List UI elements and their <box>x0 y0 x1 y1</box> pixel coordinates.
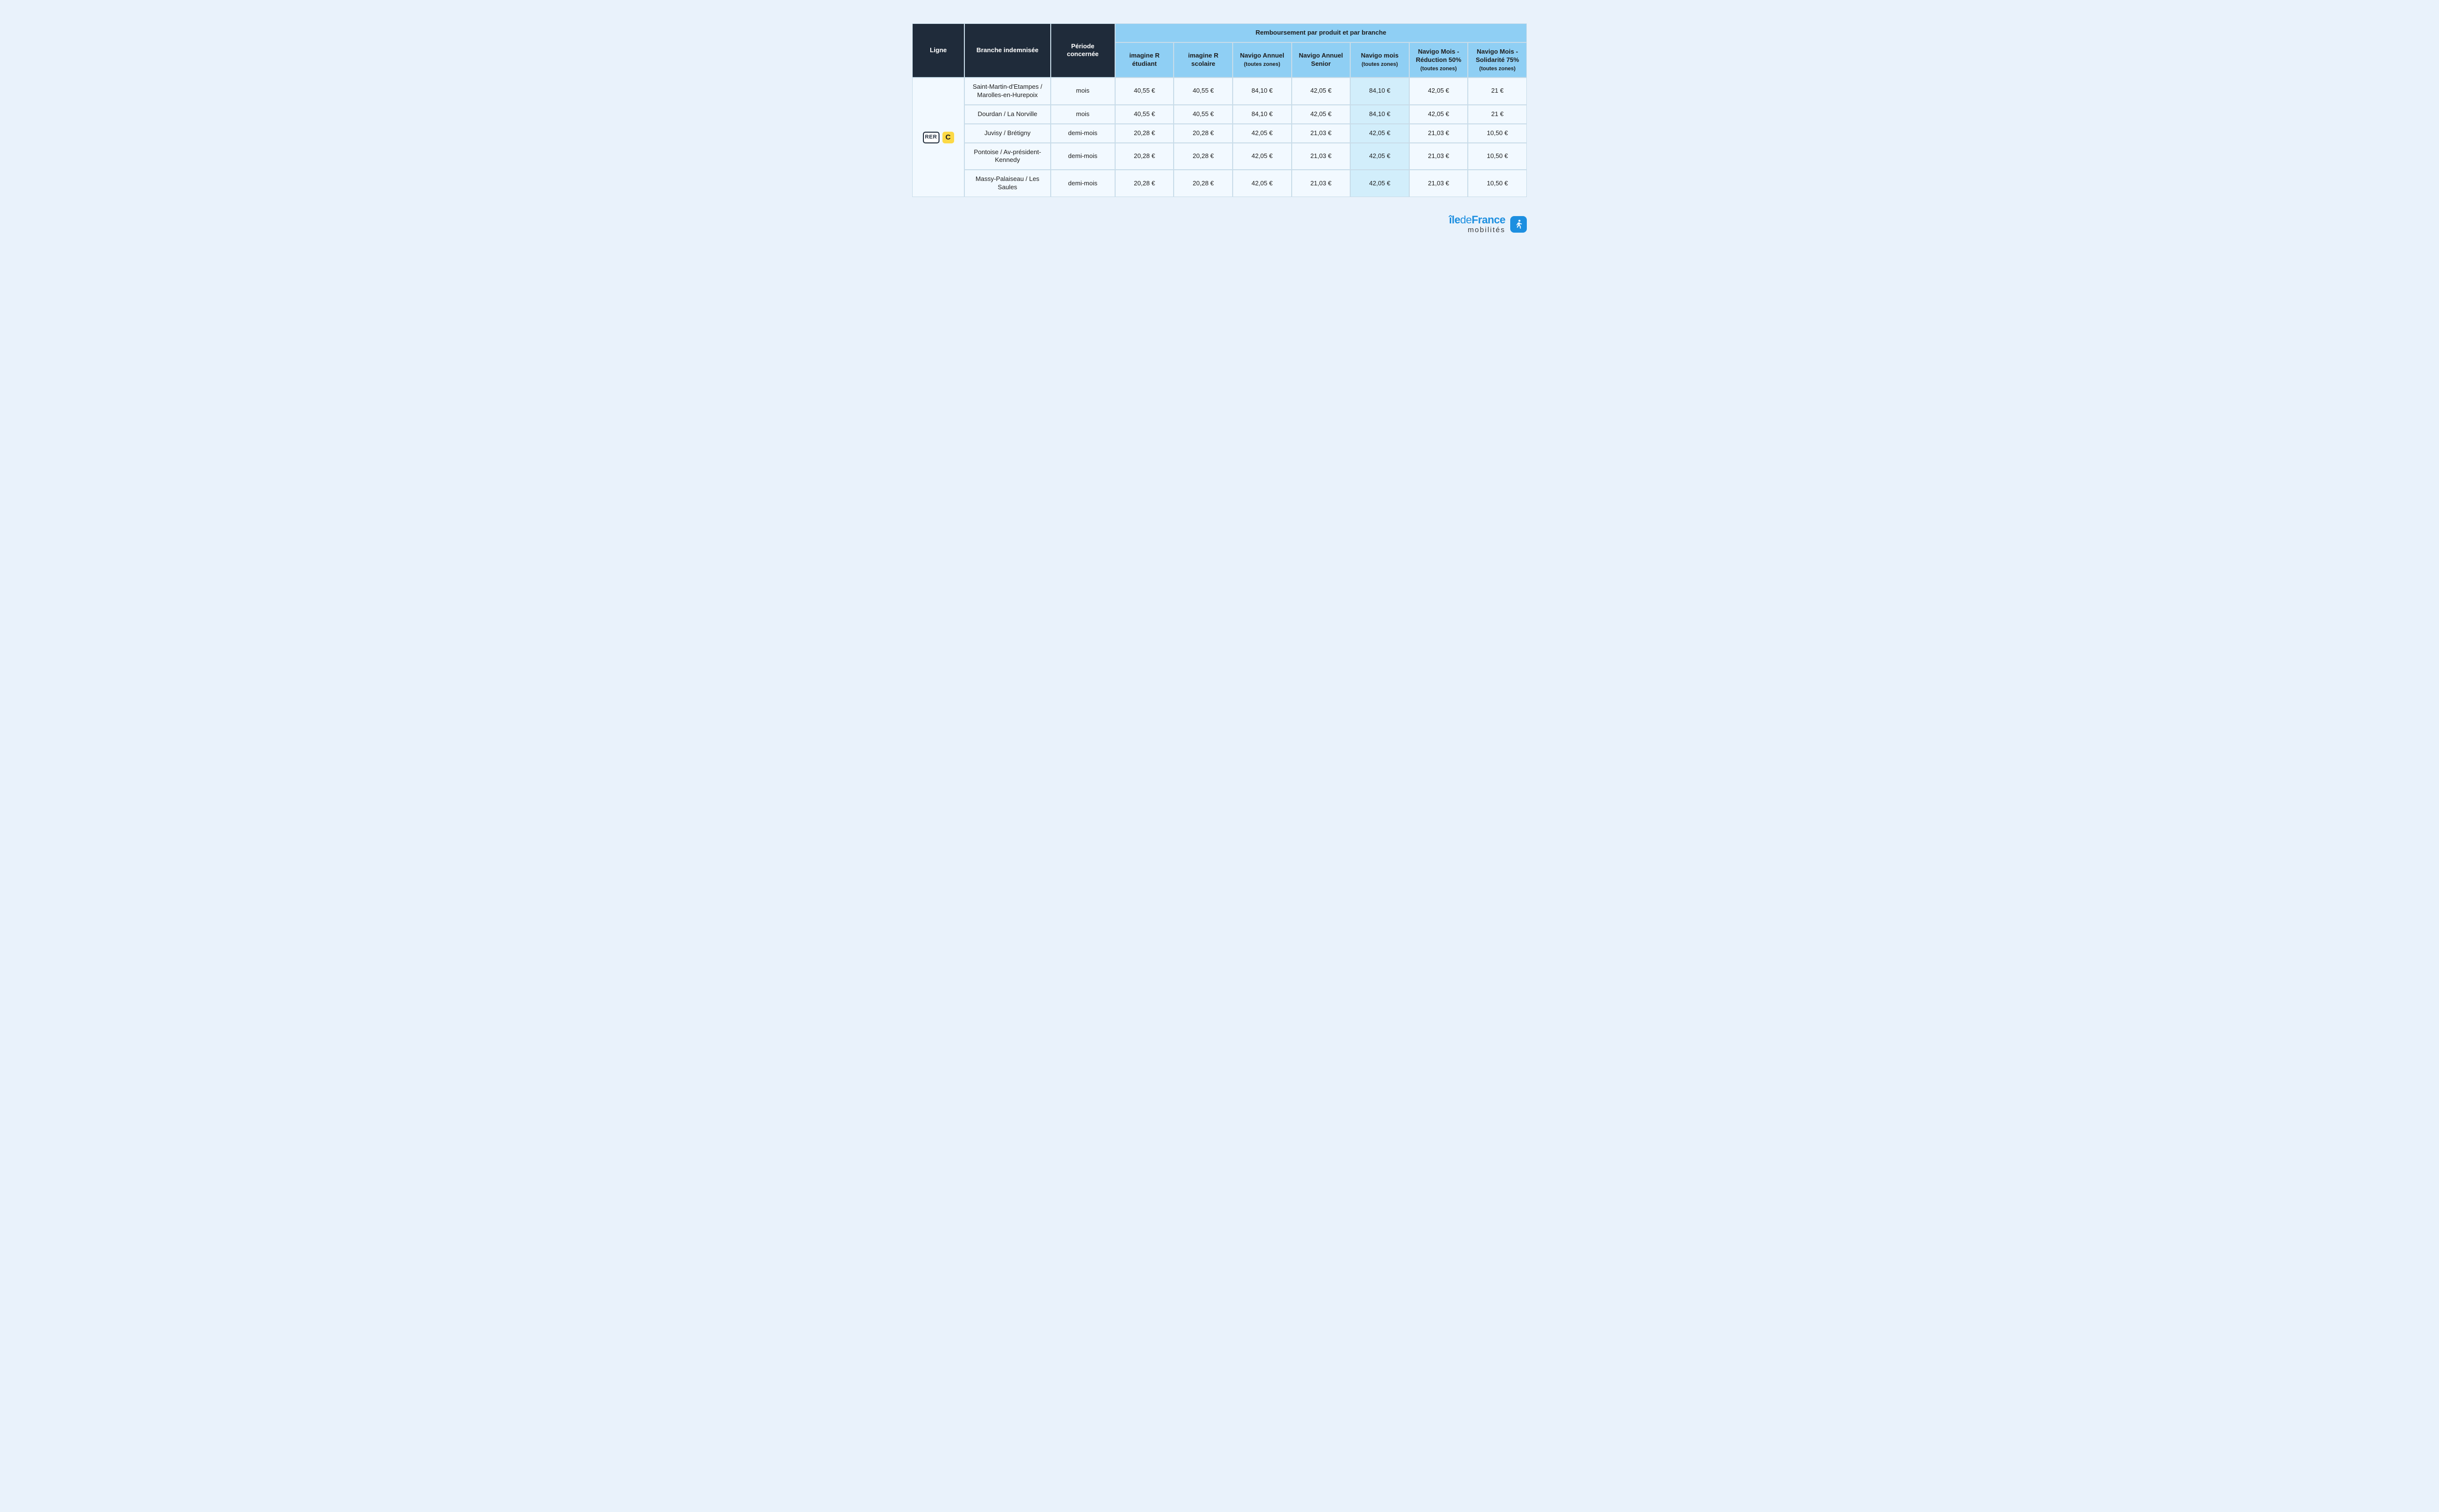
cell-value: 20,28 € <box>1115 124 1174 143</box>
cell-periode: demi-mois <box>1051 170 1115 197</box>
cell-value: 21,03 € <box>1409 124 1468 143</box>
cell-value: 21,03 € <box>1409 170 1468 197</box>
cell-value: 42,05 € <box>1350 143 1409 170</box>
cell-value: 42,05 € <box>1292 78 1351 105</box>
col-header-product-sub: (toutes zones) <box>1237 61 1287 68</box>
cell-value: 42,05 € <box>1292 105 1351 124</box>
col-header-product-sub: (toutes zones) <box>1355 61 1405 68</box>
cell-periode: mois <box>1051 78 1115 105</box>
col-header-product-label: Navigo Annuel <box>1240 52 1284 59</box>
cell-value: 21 € <box>1468 105 1527 124</box>
col-header-product-label: imagine R scolaire <box>1188 52 1219 67</box>
col-header-product-label: Navigo Mois - Réduction 50% <box>1416 48 1461 63</box>
cell-branche: Dourdan / La Norville <box>964 105 1050 124</box>
col-header-product-sub: (toutes zones) <box>1472 65 1522 72</box>
cell-value: 84,10 € <box>1350 78 1409 105</box>
cell-value: 42,05 € <box>1409 105 1468 124</box>
cell-value: 20,28 € <box>1174 170 1233 197</box>
cell-value: 21,03 € <box>1409 143 1468 170</box>
cell-value: 42,05 € <box>1233 170 1292 197</box>
footer: îledeFrance mobilités <box>912 215 1527 234</box>
table-head: Ligne Branche indemnisée Période concern… <box>912 23 1527 78</box>
col-header-product: Navigo Annuel Senior <box>1292 42 1351 78</box>
col-header-product: Navigo Mois - Solidarité 75% (toutes zone… <box>1468 42 1527 78</box>
cell-periode: demi-mois <box>1051 124 1115 143</box>
cell-value: 10,50 € <box>1468 170 1527 197</box>
cell-value: 40,55 € <box>1115 105 1174 124</box>
col-header-periode: Période concernée <box>1051 23 1115 78</box>
table-row: Dourdan / La Norvillemois40,55 €40,55 €8… <box>912 105 1527 124</box>
cell-value: 21,03 € <box>1292 170 1351 197</box>
cell-value: 40,55 € <box>1174 78 1233 105</box>
col-header-product-label: Navigo Mois - Solidarité 75% <box>1476 48 1519 63</box>
cell-value: 84,10 € <box>1233 78 1292 105</box>
cell-ligne: RERC <box>912 78 964 197</box>
cell-value: 40,55 € <box>1174 105 1233 124</box>
idfm-walker-icon <box>1510 216 1527 233</box>
cell-value: 42,05 € <box>1350 170 1409 197</box>
col-header-product: Navigo Annuel (toutes zones) <box>1233 42 1292 78</box>
table-row: Pontoise / Av-président-Kennedydemi-mois… <box>912 143 1527 170</box>
col-header-product: imagine R scolaire <box>1174 42 1233 78</box>
cell-value: 20,28 € <box>1115 143 1174 170</box>
col-header-product: imagine R étudiant <box>1115 42 1174 78</box>
line-c-badge: C <box>942 132 954 143</box>
cell-branche: Pontoise / Av-président-Kennedy <box>964 143 1050 170</box>
col-header-product-sub: (toutes zones) <box>1414 65 1464 72</box>
col-header-product-label: Navigo mois <box>1361 52 1399 59</box>
cell-value: 10,50 € <box>1468 143 1527 170</box>
cell-branche: Juvisy / Brétigny <box>964 124 1050 143</box>
cell-value: 42,05 € <box>1409 78 1468 105</box>
cell-value: 20,28 € <box>1115 170 1174 197</box>
col-header-product: Navigo Mois - Réduction 50% (toutes zones… <box>1409 42 1468 78</box>
cell-value: 10,50 € <box>1468 124 1527 143</box>
rer-badge: RER <box>923 132 940 143</box>
table-row: RERCSaint-Martin-d'Etampes / Marolles-en… <box>912 78 1527 105</box>
cell-value: 42,05 € <box>1350 124 1409 143</box>
cell-value: 20,28 € <box>1174 143 1233 170</box>
idfm-logo: îledeFrance mobilités <box>1449 215 1527 234</box>
col-header-product-label: Navigo Annuel Senior <box>1299 52 1343 67</box>
cell-branche: Massy-Palaiseau / Les Saules <box>964 170 1050 197</box>
table-body: RERC Saint-Martin-d'Etampes / Marolles-en… <box>912 78 1527 197</box>
table-row: Massy-Palaiseau / Les Saulesdemi-mois20,… <box>912 170 1527 197</box>
cell-value: 21,03 € <box>1292 143 1351 170</box>
cell-value: 84,10 € <box>1350 105 1409 124</box>
col-header-group: Remboursement par produit et par branche <box>1115 23 1527 42</box>
table-row: Juvisy / Brétignydemi-mois20,28 €20,28 €… <box>912 124 1527 143</box>
cell-periode: mois <box>1051 105 1115 124</box>
col-header-branche: Branche indemnisée <box>964 23 1050 78</box>
col-header-product: Navigo mois (toutes zones) <box>1350 42 1409 78</box>
cell-value: 21 € <box>1468 78 1527 105</box>
reimbursement-table: Ligne Branche indemnisée Période concern… <box>912 23 1527 197</box>
col-header-ligne: Ligne <box>912 23 964 78</box>
cell-value: 21,03 € <box>1292 124 1351 143</box>
cell-value: 42,05 € <box>1233 124 1292 143</box>
ligne-badges: RERC <box>923 132 954 143</box>
cell-value: 42,05 € <box>1233 143 1292 170</box>
col-header-product-label: imagine R étudiant <box>1129 52 1160 67</box>
idfm-logo-top: îledeFrance <box>1449 215 1505 225</box>
idfm-logo-text: îledeFrance mobilités <box>1449 215 1505 234</box>
cell-value: 40,55 € <box>1115 78 1174 105</box>
cell-periode: demi-mois <box>1051 143 1115 170</box>
cell-value: 84,10 € <box>1233 105 1292 124</box>
cell-value: 20,28 € <box>1174 124 1233 143</box>
reimbursement-table-wrap: Ligne Branche indemnisée Période concern… <box>912 23 1527 197</box>
idfm-logo-bottom: mobilités <box>1449 226 1505 234</box>
cell-branche: Saint-Martin-d'Etampes / Marolles-en-Hur… <box>964 78 1050 105</box>
